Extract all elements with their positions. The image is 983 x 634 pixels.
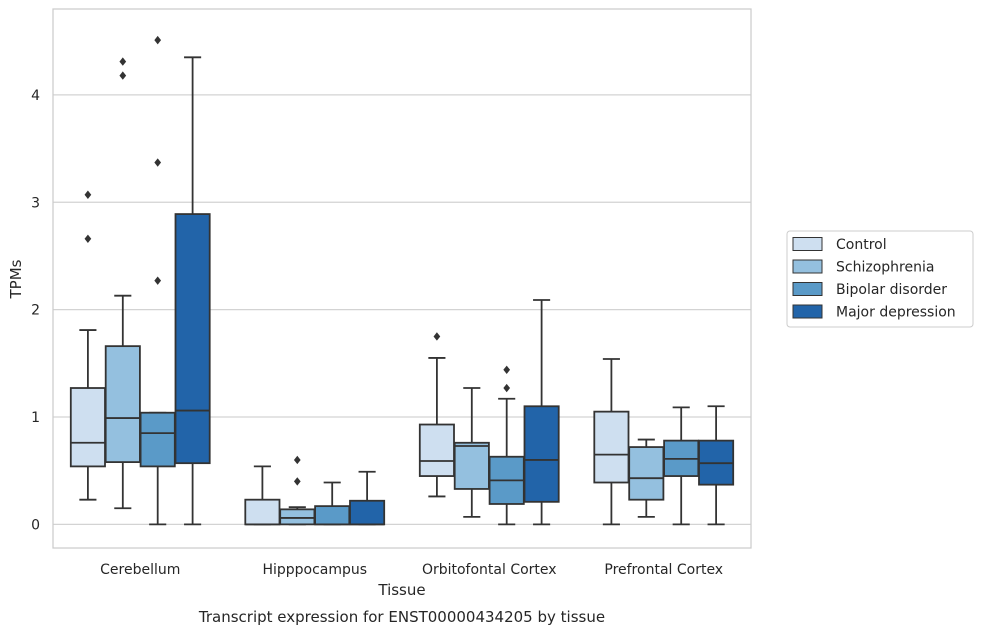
box-major-depression xyxy=(174,56,211,526)
y-tick-label: 2 xyxy=(31,303,40,319)
outlier-point xyxy=(503,365,511,374)
box-iqr xyxy=(139,411,176,468)
box-iqr xyxy=(104,345,141,464)
box-iqr xyxy=(628,446,665,501)
legend-swatch xyxy=(792,304,823,319)
outlier-point xyxy=(84,190,92,199)
outlier-point xyxy=(293,455,301,465)
box-schizophrenia xyxy=(453,387,490,518)
x-tick-label: Orbitofontal Cortex xyxy=(422,562,557,578)
y-tick-label: 3 xyxy=(31,195,40,211)
outlier-point xyxy=(503,383,511,393)
plot-frame xyxy=(52,8,752,549)
y-axis-label: TPMs xyxy=(7,259,25,299)
box-control xyxy=(593,358,630,526)
legend: Control Schizophrenia Bipolar disorder Majo… xyxy=(786,230,974,328)
box-control xyxy=(69,190,106,501)
box-iqr xyxy=(593,410,630,484)
box-iqr xyxy=(453,441,490,490)
y-tick-label: 0 xyxy=(31,517,40,533)
legend-label: Control xyxy=(836,237,887,253)
x-axis-label: Tissue xyxy=(377,581,425,599)
box-groups xyxy=(69,35,735,526)
legend-label: Schizophrenia xyxy=(836,260,934,276)
box-schizophrenia xyxy=(628,438,665,518)
legend-label: Bipolar disorder xyxy=(836,282,947,298)
legend-swatch xyxy=(792,237,823,251)
box-major-depression xyxy=(523,299,560,526)
y-tick-label: 1 xyxy=(31,410,40,426)
box-iqr xyxy=(523,405,560,503)
box-control xyxy=(418,332,455,498)
box-major-depression xyxy=(698,405,735,526)
box-bipolar-disorder xyxy=(488,365,525,526)
box-iqr xyxy=(279,508,316,526)
chart-caption: Transcript expression for ENST0000043420… xyxy=(198,608,605,626)
legend-frame xyxy=(786,230,974,328)
outlier-point xyxy=(84,234,92,243)
box-control xyxy=(244,465,281,526)
box-iqr xyxy=(314,505,351,526)
outlier-point xyxy=(154,158,162,167)
outlier-point xyxy=(119,71,127,80)
box-schizophrenia xyxy=(104,57,141,510)
box-iqr xyxy=(244,498,281,526)
outlier-point xyxy=(154,276,162,285)
box-iqr xyxy=(69,387,106,468)
x-tick-label: Prefrontal Cortex xyxy=(604,562,723,578)
y-tick-labels: 0 1 2 3 4 xyxy=(31,88,40,533)
legend-label: Major depression xyxy=(836,305,956,321)
outlier-point xyxy=(293,477,301,486)
outlier-point xyxy=(433,332,441,341)
outlier-point xyxy=(154,35,162,45)
x-tick-labels: Cerebellum Hipppocampus Orbitofontal Corte… xyxy=(100,562,723,578)
y-tick-label: 4 xyxy=(31,88,40,104)
box-major-depression xyxy=(349,470,386,526)
legend-swatch xyxy=(792,259,823,274)
x-tick-label: Hipppocampus xyxy=(262,562,367,578)
box-iqr xyxy=(349,499,386,526)
legend-swatch xyxy=(792,282,823,296)
outlier-point xyxy=(119,57,127,66)
box-iqr xyxy=(418,423,455,477)
x-tick-label: Cerebellum xyxy=(100,562,180,578)
box-iqr xyxy=(174,213,211,465)
